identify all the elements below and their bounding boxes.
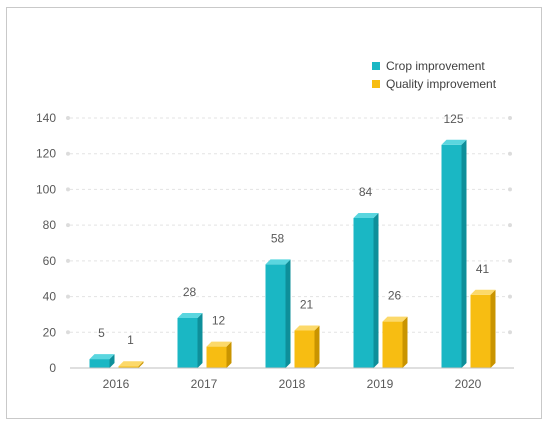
bar-side xyxy=(490,289,496,368)
gridline-dot-right-40 xyxy=(508,294,512,299)
bar-front xyxy=(89,359,110,368)
y-tick-label: 0 xyxy=(49,361,56,375)
y-axis: 0 20 40 60 80 100 120 140 xyxy=(36,111,56,375)
bar-crop-2018 xyxy=(265,259,291,368)
legend-swatch xyxy=(372,62,380,70)
bar-top xyxy=(441,139,467,145)
bar-front xyxy=(470,294,491,368)
gridline-dot-right-80 xyxy=(508,223,512,228)
bar-side xyxy=(197,313,203,368)
bar-top xyxy=(470,289,496,295)
x-tick-label: 2016 xyxy=(103,377,130,391)
bar-top xyxy=(382,316,408,322)
legend-label: Crop improvement xyxy=(386,59,485,73)
gridline-dot-left-20 xyxy=(66,330,70,335)
gridline-dot-left-60 xyxy=(66,258,70,263)
x-tick-label: 2017 xyxy=(191,377,218,391)
bar-front xyxy=(441,144,462,368)
bar-crop-2016 xyxy=(89,354,115,368)
y-tick-label: 140 xyxy=(36,111,56,125)
data-label: 12 xyxy=(212,314,226,328)
bar-side xyxy=(226,341,232,368)
data-label: 21 xyxy=(300,298,314,312)
x-axis: 2016 2017 2018 2019 2020 xyxy=(70,367,514,391)
y-tick-label: 60 xyxy=(43,254,57,268)
bar-quality-2016 xyxy=(118,361,144,368)
x-tick-label: 2019 xyxy=(367,377,394,391)
bar-top xyxy=(177,313,203,318)
bar-top xyxy=(294,325,320,331)
bar-top xyxy=(206,341,232,347)
y-tick-label: 40 xyxy=(43,290,57,304)
legend-swatch xyxy=(372,80,380,88)
bar-crop-2019 xyxy=(353,213,379,368)
data-label: 1 xyxy=(127,333,134,347)
legend-label: Quality improvement xyxy=(386,77,497,91)
bars xyxy=(89,139,496,368)
data-label: 125 xyxy=(443,112,463,126)
gridline-dot-left-140 xyxy=(66,116,70,120)
bar-front xyxy=(382,321,403,368)
gridline-dot-left-120 xyxy=(66,151,70,156)
data-label: 28 xyxy=(183,285,197,299)
bar-side xyxy=(461,139,467,368)
bar-side xyxy=(402,316,408,368)
data-labels: 5 1 28 12 58 21 84 26 125 41 xyxy=(98,112,489,347)
bar-front xyxy=(118,366,139,368)
bar-crop-2017 xyxy=(177,313,203,368)
bar-side xyxy=(373,213,379,368)
data-label: 5 xyxy=(98,326,105,340)
gridline-dot-left-40 xyxy=(66,294,70,299)
data-label: 58 xyxy=(271,231,285,245)
gridline-dot-left-80 xyxy=(66,223,70,228)
x-tick-label: 2020 xyxy=(455,377,482,391)
y-tick-label: 20 xyxy=(43,325,57,339)
bar-front xyxy=(265,264,286,368)
data-label: 26 xyxy=(388,289,402,303)
gridline-dot-right-100 xyxy=(508,187,512,192)
bar-quality-2018 xyxy=(294,325,320,368)
gridline-dot-right-120 xyxy=(508,151,512,156)
bar-side xyxy=(285,259,291,368)
bar-crop-2020 xyxy=(441,139,467,368)
bar-side xyxy=(109,354,115,368)
bar-top xyxy=(353,213,379,218)
gridline-dot-right-140 xyxy=(508,116,512,120)
bar-quality-2017 xyxy=(206,341,232,368)
bar-side xyxy=(314,325,320,368)
data-label: 41 xyxy=(476,262,490,276)
gridline-dot-left-100 xyxy=(66,187,70,192)
gridlines xyxy=(66,116,512,335)
y-tick-label: 80 xyxy=(43,218,57,232)
gridline-dot-right-20 xyxy=(508,330,512,335)
bar-side xyxy=(138,361,144,368)
bar-front xyxy=(177,318,198,368)
legend: Crop improvement Quality improvement xyxy=(372,59,497,91)
bar-front xyxy=(353,218,374,368)
y-tick-label: 100 xyxy=(36,182,56,196)
bar-front xyxy=(294,330,315,368)
y-tick-label: 120 xyxy=(36,147,56,161)
bar-quality-2020 xyxy=(470,289,496,368)
bar-quality-2019 xyxy=(382,316,408,368)
gridline-dot-right-60 xyxy=(508,258,512,263)
bar-top xyxy=(89,354,115,360)
data-label: 84 xyxy=(359,185,373,199)
x-tick-label: 2018 xyxy=(279,377,306,391)
bar-top xyxy=(265,259,291,265)
bar-top xyxy=(118,361,144,367)
bar-front xyxy=(206,346,227,368)
